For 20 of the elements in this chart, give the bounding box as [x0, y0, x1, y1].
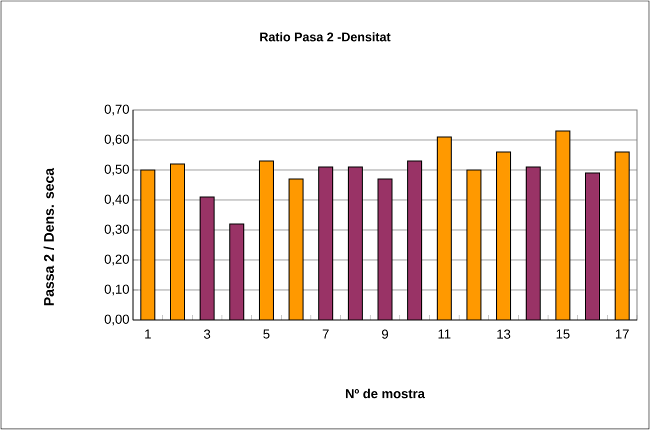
y-tick-label: 0,50 — [104, 164, 129, 176]
y-tick-label: 0,20 — [104, 254, 129, 266]
x-tick-label: 9 — [382, 330, 388, 339]
x-tick-label: 7 — [322, 330, 329, 338]
x-tick-label: 3 — [204, 330, 210, 339]
y-tick-label: 0,00 — [104, 314, 129, 326]
y-tick-label: 0,40 — [104, 194, 129, 206]
x-tick-label: 1 — [145, 330, 151, 338]
y-tick-label: 0,60 — [104, 134, 129, 146]
x-axis-title: Nº de mostra — [346, 388, 425, 398]
y-tick-label: 0,70 — [104, 104, 129, 116]
y-tick-label: 0,10 — [104, 284, 129, 296]
x-tick-label: 11 — [438, 330, 450, 338]
y-tick-label: 0,30 — [104, 224, 129, 236]
x-tick-label: 5 — [263, 330, 270, 339]
x-tick-label: 15 — [556, 330, 570, 339]
x-tick-label: 13 — [497, 330, 510, 339]
chart-title: Ratio Pasa 2 -Densitat — [260, 32, 391, 42]
x-tick-label: 17 — [616, 330, 629, 338]
y-axis-title: Passa 2 / Dens. seca — [44, 168, 54, 306]
